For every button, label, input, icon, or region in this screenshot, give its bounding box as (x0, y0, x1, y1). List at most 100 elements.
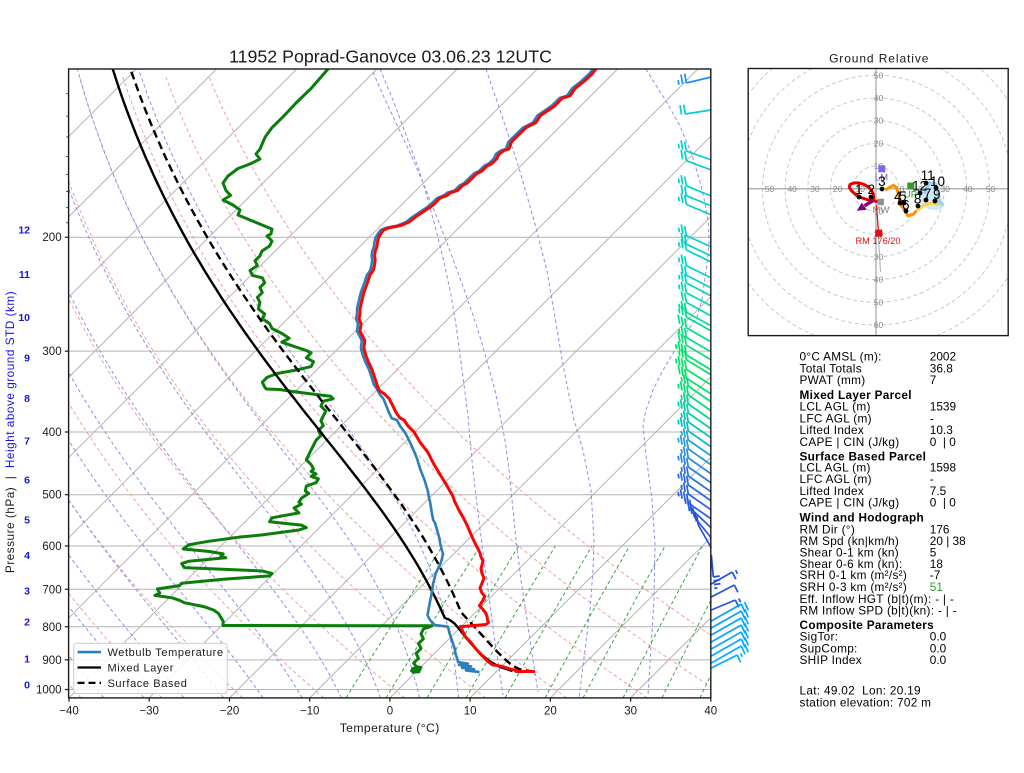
svg-text:SupComp:: SupComp: (800, 641, 858, 655)
svg-text:LFC AGL (m): LFC AGL (m) (800, 411, 872, 425)
svg-text:MW: MW (873, 205, 890, 216)
svg-text:8: 8 (24, 393, 30, 405)
svg-text:-7: -7 (930, 568, 941, 582)
svg-text:50: 50 (874, 70, 884, 80)
svg-text:5: 5 (899, 189, 907, 204)
svg-text:Temperature (°C): Temperature (°C) (340, 721, 440, 735)
svg-text:10: 10 (895, 184, 905, 194)
svg-text:20: 20 (874, 138, 884, 148)
svg-text:50: 50 (874, 297, 884, 307)
svg-text:7: 7 (24, 435, 30, 447)
svg-text:−10: −10 (300, 705, 320, 717)
svg-text:0: 0 (387, 705, 393, 717)
svg-text:11: 11 (19, 269, 30, 281)
svg-text:2: 2 (24, 617, 30, 629)
svg-text:RM Spd (kn|km/h): RM Spd (kn|km/h) (800, 534, 900, 548)
svg-text:7: 7 (930, 373, 937, 387)
svg-text:-: - (930, 411, 934, 425)
svg-text:40: 40 (874, 275, 884, 285)
svg-text:20: 20 (544, 705, 557, 717)
svg-text:5: 5 (24, 515, 30, 527)
svg-text:800: 800 (42, 622, 61, 634)
svg-text:10: 10 (856, 184, 866, 194)
svg-text:12: 12 (18, 225, 30, 237)
svg-text:30: 30 (624, 705, 637, 717)
svg-text:PWAT (mm): PWAT (mm) (800, 373, 866, 387)
svg-text:50: 50 (765, 184, 775, 194)
svg-text:500: 500 (42, 490, 61, 502)
svg-text:900: 900 (42, 655, 61, 667)
svg-text:30: 30 (874, 116, 884, 126)
svg-text:40: 40 (963, 184, 973, 194)
svg-text:3: 3 (24, 586, 30, 598)
svg-text:0°C AMSL (m):: 0°C AMSL (m): (800, 350, 882, 364)
svg-text:600: 600 (42, 541, 61, 553)
svg-text:Pressure (hPa) | Height abov: Pressure (hPa) | Height above ground STD… (3, 291, 17, 573)
svg-text:2002: 2002 (930, 350, 956, 364)
svg-text:6: 6 (24, 475, 30, 487)
svg-text:Mixed Layer Parcel: Mixed Layer Parcel (800, 388, 912, 402)
svg-text:11: 11 (921, 168, 935, 183)
svg-text:20: 20 (918, 184, 928, 194)
svg-text:Lifted Index: Lifted Index (800, 484, 865, 498)
svg-text:40: 40 (874, 93, 884, 103)
svg-text:Eff. Inflow HGT (b|t)(m): - |: Eff. Inflow HGT (b|t)(m): - | - (800, 592, 955, 606)
svg-text:SigTor:: SigTor: (800, 630, 839, 644)
svg-text:SHIP Index: SHIP Index (800, 653, 862, 667)
svg-text:50: 50 (986, 184, 996, 194)
svg-text:1539: 1539 (930, 400, 956, 414)
svg-text:30: 30 (810, 184, 820, 194)
svg-text:CAPE | CIN (J/kg): CAPE | CIN (J/kg) (800, 435, 900, 449)
svg-text:36.8: 36.8 (930, 361, 953, 375)
svg-text:8: 8 (914, 192, 922, 207)
svg-text:1598: 1598 (930, 461, 957, 475)
svg-text:700: 700 (42, 584, 61, 596)
svg-text:0.0: 0.0 (930, 630, 947, 644)
svg-text:1: 1 (24, 654, 30, 666)
svg-text:Wind and Hodograph: Wind and Hodograph (800, 511, 925, 525)
svg-text:2: 2 (867, 182, 875, 197)
svg-text:20 | 38: 20 | 38 (930, 534, 966, 548)
svg-text:40: 40 (787, 184, 797, 194)
svg-text:176: 176 (930, 522, 950, 536)
svg-text:SRH 0-1 km (m²/s²): SRH 0-1 km (m²/s²) (800, 568, 908, 582)
svg-text:11952 Poprad-Ganovce 03.06.23: 11952 Poprad-Ganovce 03.06.23 12UTC (229, 46, 552, 66)
svg-text:6: 6 (902, 198, 910, 213)
svg-text:CAPE | CIN (J/kg): CAPE | CIN (J/kg) (800, 496, 900, 510)
svg-text:10: 10 (930, 174, 945, 189)
svg-text:Mixed Layer: Mixed Layer (108, 662, 175, 674)
svg-text:0.0: 0.0 (930, 641, 947, 655)
svg-text:60: 60 (874, 320, 884, 330)
svg-text:1: 1 (855, 182, 863, 197)
svg-text:7.5: 7.5 (930, 484, 947, 498)
svg-text:Total Totals: Total Totals (800, 361, 862, 375)
svg-text:station elevation: 702 m: station elevation: 702 m (800, 696, 932, 710)
svg-text:5: 5 (930, 546, 937, 560)
svg-text:0 | 0: 0 | 0 (930, 435, 956, 449)
svg-text:−30: −30 (139, 705, 159, 717)
svg-text:−20: −20 (220, 705, 240, 717)
svg-text:Lifted Index: Lifted Index (800, 423, 865, 437)
svg-text:LCL AGL (m): LCL AGL (m) (800, 400, 871, 414)
svg-text:Lat: 49.02 Lon: 20.19: Lat: 49.02 Lon: 20.19 (800, 684, 921, 698)
svg-text:RM Inflow SPD (b|t)(kn): - | -: RM Inflow SPD (b|t)(kn): - | - (800, 604, 957, 618)
svg-text:Surface Based: Surface Based (108, 678, 188, 690)
svg-text:Surface Based Parcel: Surface Based Parcel (800, 449, 927, 463)
svg-text:Composite Parameters: Composite Parameters (800, 618, 935, 632)
svg-text:200: 200 (42, 232, 61, 244)
svg-text:18: 18 (930, 557, 944, 571)
svg-text:40: 40 (704, 705, 717, 717)
svg-text:9: 9 (24, 353, 30, 365)
svg-text:10: 10 (18, 312, 30, 324)
svg-text:20: 20 (833, 184, 843, 194)
svg-text:0: 0 (24, 680, 30, 692)
svg-text:10: 10 (874, 207, 884, 217)
svg-text:-: - (930, 472, 934, 486)
svg-text:30: 30 (874, 252, 884, 262)
svg-text:10.3: 10.3 (930, 423, 953, 437)
svg-text:LCL AGL (m): LCL AGL (m) (800, 461, 871, 475)
svg-text:RM 176/20: RM 176/20 (856, 236, 901, 246)
svg-text:SRH 0-3 km (m²/s²): SRH 0-3 km (m²/s²) (800, 580, 908, 594)
svg-text:−40: −40 (59, 705, 79, 717)
svg-text:3: 3 (878, 174, 886, 189)
